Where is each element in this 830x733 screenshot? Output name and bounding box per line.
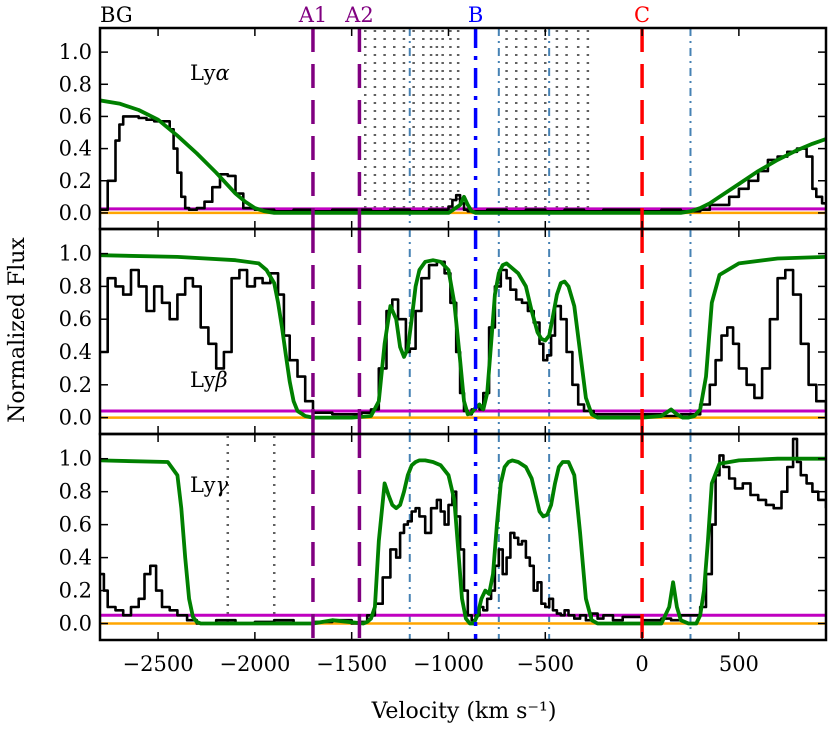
panel-frame [98,432,828,642]
y-tick-label: 0.2 [59,373,92,397]
series-data [100,260,826,418]
x-tick-label: −2500 [123,652,194,676]
series-group [100,437,826,626]
panel-3: 0.0 0.2 0.4 0.6 0.8 1.0 Lyγ [59,432,828,642]
series-data [100,115,826,213]
marker-label-bg: BG [100,3,133,27]
panel-label: Lyα [190,61,230,85]
y-axis-title: Normalized Flux [5,237,30,423]
marker-label-a2: A2 [344,3,374,27]
y-tick-label: 0.0 [59,201,92,225]
y-tick-label: 0.4 [59,137,92,161]
y-tick-label: 0.8 [59,480,92,504]
panel-2: 0.0 0.2 0.4 0.6 0.8 1.0 Lyβ [59,227,828,436]
series-group [100,253,826,420]
y-tick-label: 1.0 [59,242,92,266]
y-tick-label: 0.2 [59,169,92,193]
y-tick-label: 0.6 [59,513,92,537]
x-tick-labels: −2500 −2000 −1500 −1000 −500 0 500 [123,652,759,676]
x-tick-label: −2000 [219,652,290,676]
y-tick-label: 1.0 [59,40,92,64]
y-tick-label: 0.2 [59,579,92,603]
marker-label-c: C [634,3,650,27]
y-tick-label: 0.0 [59,406,92,430]
x-axis-title: Velocity (km s⁻¹) [371,699,557,724]
series-group [100,98,826,215]
series-model [100,98,826,215]
x-tick-label: −1000 [413,652,484,676]
y-tick-label: 0.4 [59,546,92,570]
panel-1: 0.0 0.2 0.4 0.6 0.8 1.0 Lyα [59,26,828,231]
marker-label-b: B [468,3,483,27]
panel-label: Lyγ [190,473,228,497]
velocity-marker-labels: BG A1 A2 B C [100,3,650,27]
y-tick-label: 1.0 [59,447,92,471]
panels-group: 0.0 0.2 0.4 0.6 0.8 1.0 Lyα 0.0 0.2 0.4 0.6 0.8 1.0 L… [59,26,828,642]
y-tick-label: 0.4 [59,340,92,364]
y-tick-label: 0.6 [59,307,92,331]
series-model [100,456,826,626]
y-tick-label: 0.8 [59,274,92,298]
x-tick-label: −1500 [316,652,387,676]
x-tick-label: −500 [516,652,574,676]
y-tick-label: 0.6 [59,104,92,128]
y-tick-label: 0.8 [59,72,92,96]
panel-label: Lyβ [190,368,228,392]
x-tick-label: 500 [719,652,759,676]
y-tick-label: 0.0 [59,612,92,636]
marker-label-a1: A1 [298,3,328,27]
x-tick-label: 0 [635,652,648,676]
